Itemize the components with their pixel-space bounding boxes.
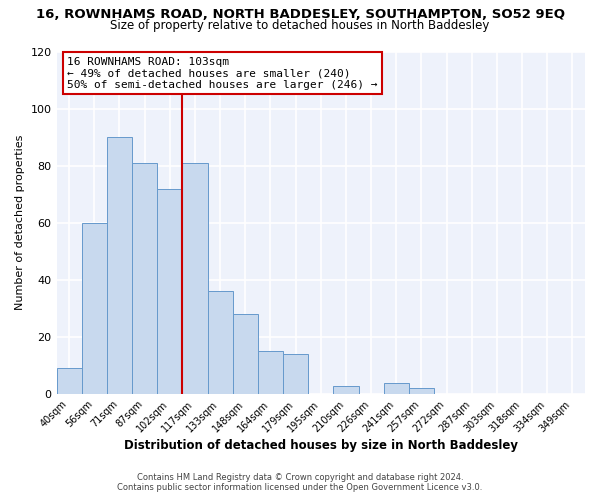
Text: 16, ROWNHAMS ROAD, NORTH BADDESLEY, SOUTHAMPTON, SO52 9EQ: 16, ROWNHAMS ROAD, NORTH BADDESLEY, SOUT…	[35, 8, 565, 20]
Bar	[132, 163, 157, 394]
Text: 16 ROWNHAMS ROAD: 103sqm
← 49% of detached houses are smaller (240)
50% of semi-: 16 ROWNHAMS ROAD: 103sqm ← 49% of detach…	[67, 56, 377, 90]
Bar	[82, 223, 107, 394]
Bar	[334, 386, 359, 394]
Bar	[157, 188, 182, 394]
Bar	[182, 163, 208, 394]
Bar	[283, 354, 308, 394]
Bar	[258, 352, 283, 394]
Bar	[409, 388, 434, 394]
X-axis label: Distribution of detached houses by size in North Baddesley: Distribution of detached houses by size …	[124, 440, 518, 452]
Bar	[208, 292, 233, 394]
Text: Size of property relative to detached houses in North Baddesley: Size of property relative to detached ho…	[110, 19, 490, 32]
Bar	[56, 368, 82, 394]
Bar	[383, 382, 409, 394]
Bar	[233, 314, 258, 394]
Text: Contains HM Land Registry data © Crown copyright and database right 2024.
Contai: Contains HM Land Registry data © Crown c…	[118, 473, 482, 492]
Bar	[107, 137, 132, 394]
Y-axis label: Number of detached properties: Number of detached properties	[15, 135, 25, 310]
